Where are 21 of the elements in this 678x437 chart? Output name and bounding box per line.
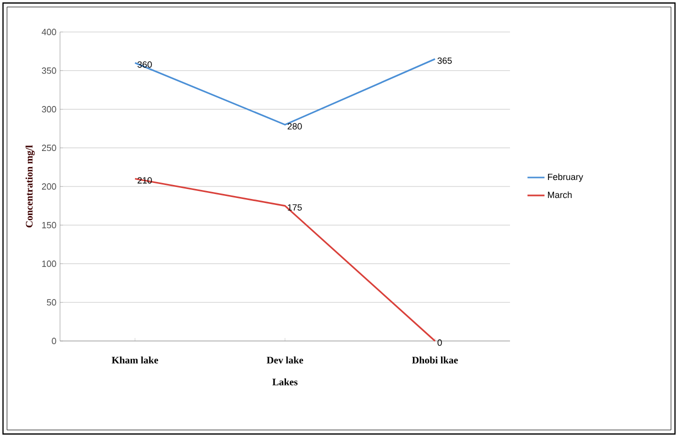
data-label: 280 [288, 123, 302, 130]
y-tick-label: 100 [42, 260, 56, 267]
y-tick-label: 350 [42, 67, 56, 74]
x-axis-title: Lakes [272, 378, 298, 386]
x-tick-label: Dev lake [266, 356, 304, 364]
data-label: 175 [288, 204, 302, 211]
data-label: 360 [138, 61, 152, 68]
y-tick-label: 200 [42, 183, 56, 190]
y-tick-label: 150 [42, 222, 56, 228]
x-tick-label: Kham lake [112, 356, 158, 364]
data-label: 365 [438, 57, 452, 64]
x-tick-label: Dhobi lkae [412, 356, 458, 364]
y-tick-label: 50 [46, 299, 56, 306]
y-tick-label: 300 [42, 106, 56, 112]
legend-label: March [548, 191, 572, 198]
y-tick-label: 400 [42, 28, 56, 36]
y-axis-title: Concentration mg/l [26, 145, 35, 228]
y-tick-label: 0 [52, 338, 56, 344]
legend-label: February [548, 174, 584, 182]
data-label: 0 [438, 339, 442, 346]
y-tick-label: 250 [42, 144, 56, 152]
